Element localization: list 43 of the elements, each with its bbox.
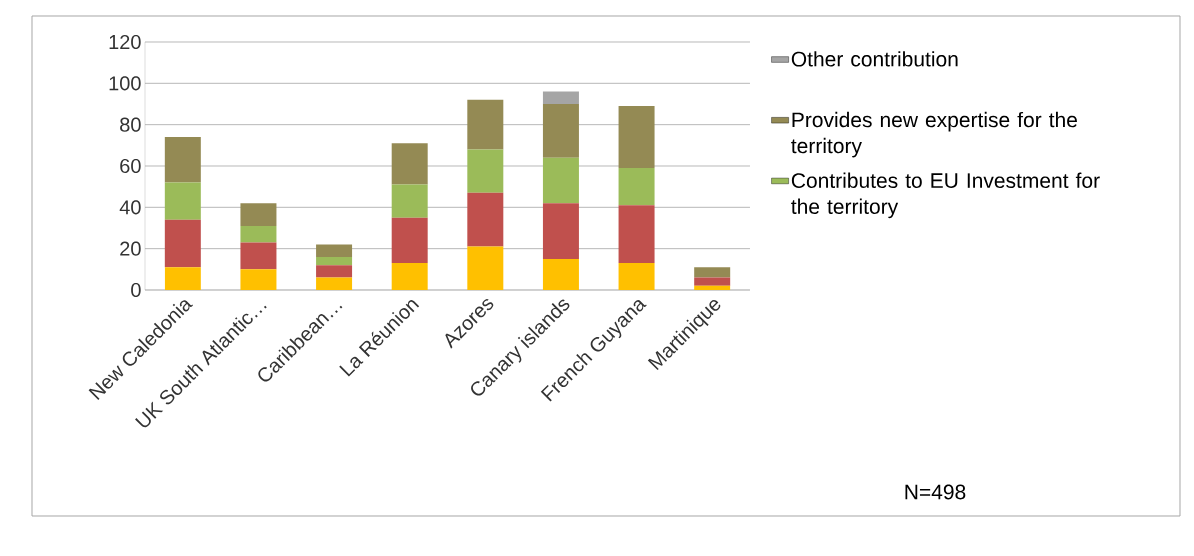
bar [164, 137, 201, 183]
bar [542, 103, 579, 158]
bar [391, 184, 428, 218]
bar [240, 242, 277, 270]
bar [467, 99, 504, 150]
text: N=498 [905, 484, 966, 500]
bar [391, 217, 428, 264]
legend-label: Other contribution [791, 51, 958, 67]
bar [467, 192, 504, 247]
bar [240, 225, 277, 243]
y-tick-label: 120 [109, 34, 141, 50]
bar [240, 269, 277, 290]
bar [694, 285, 731, 290]
y-tick-label: 60 [120, 158, 141, 174]
bar [694, 277, 731, 286]
bar [316, 265, 353, 278]
bar [164, 219, 201, 268]
bar [164, 182, 201, 220]
bar [542, 258, 579, 290]
legend-label: Contributes to EU Investment for the territory [791, 172, 1100, 219]
bar [316, 244, 353, 257]
y-tick-label: 40 [119, 200, 141, 215]
y-tick-label: 20 [120, 241, 141, 256]
y-tick-label: 100 [109, 76, 141, 91]
bar [467, 149, 504, 193]
y-tick-label: 0 [131, 282, 141, 298]
bar [618, 263, 655, 290]
legend-label: Provides new expertise for the territory [791, 111, 1077, 158]
bar [467, 246, 504, 290]
bar [164, 267, 201, 290]
bar [618, 106, 655, 169]
y-tick-label: 80 [120, 117, 141, 132]
bar [391, 263, 428, 290]
bar [542, 91, 579, 104]
bar [694, 267, 731, 278]
bar [542, 157, 579, 204]
bar [316, 256, 353, 266]
bar [316, 277, 353, 290]
bar [240, 203, 277, 226]
bar [391, 143, 428, 185]
bar [618, 168, 655, 206]
bar [618, 205, 655, 264]
bar [542, 203, 579, 259]
